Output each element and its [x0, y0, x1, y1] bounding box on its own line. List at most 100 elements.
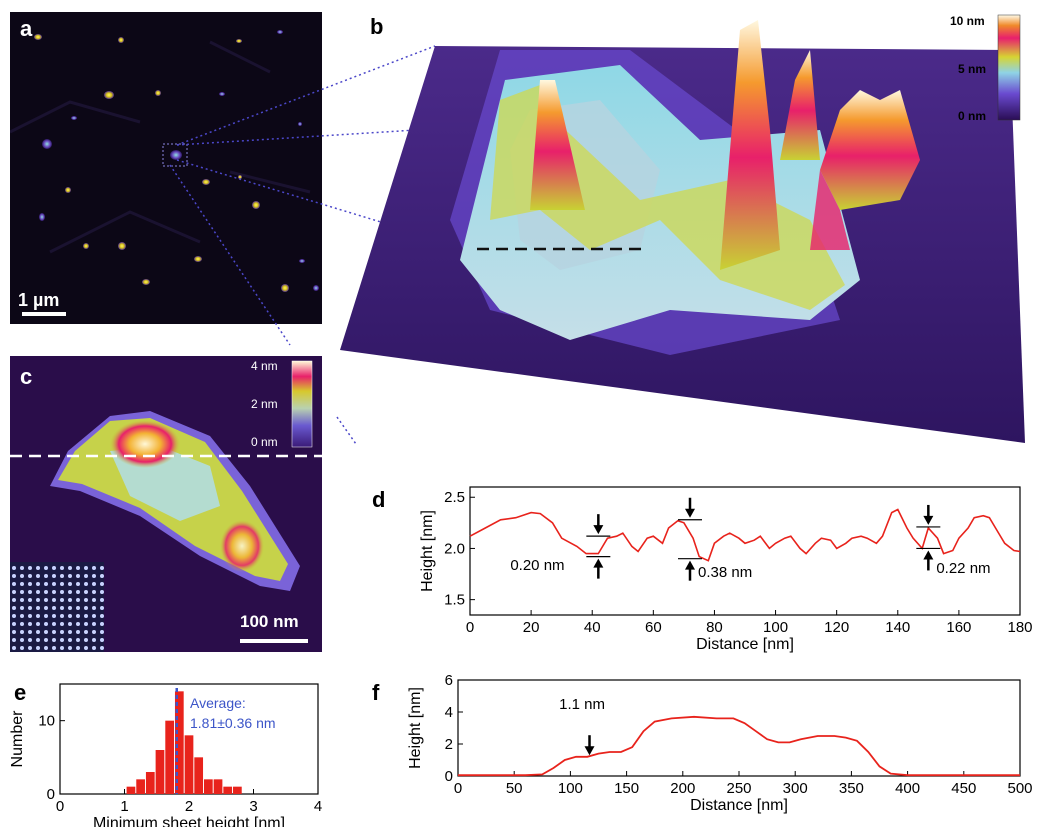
histogram-bar: [233, 786, 242, 794]
scale-bar: [373, 425, 481, 429]
colorbar-mid-label: 5 nm: [958, 62, 987, 76]
plot-frame: [469, 486, 1021, 616]
profile-series-line: [469, 508, 1021, 562]
x-tick-label: 100: [763, 619, 788, 636]
down-arrow-icon: [593, 514, 604, 535]
average-label: Average:: [190, 695, 246, 711]
y-tick-label: 2.0: [444, 540, 465, 557]
x-tick-label: 180: [1007, 619, 1032, 636]
y-tick-label: 2.5: [444, 489, 465, 506]
step-height-annotation: 0.22 nm: [936, 560, 990, 577]
x-tick-label: 100: [558, 780, 583, 797]
histogram-bar: [203, 779, 213, 794]
colorbar-max-label: 4 nm: [251, 359, 278, 373]
x-tick-label: 300: [783, 780, 808, 797]
colorbar-mid-label: 2 nm: [251, 397, 278, 411]
panel-a-label: a: [20, 16, 33, 41]
y-tick-label: 2: [445, 736, 453, 753]
x-tick-label: 60: [645, 619, 662, 636]
down-arrow-icon: [685, 497, 695, 518]
histogram-bar: [213, 779, 223, 794]
y-tick-label: 6: [445, 672, 453, 689]
average-value: 1.81±0.36 nm: [190, 715, 276, 731]
height-profile-chart-f: 0 50 100 150 200 250 300 350 400 450 500 0 2 4 6 Distan…: [407, 672, 1033, 814]
afm-flake-image: [10, 356, 322, 652]
y-tick-label: 0: [445, 768, 453, 785]
x-tick-label: 40: [584, 619, 601, 636]
x-tick-label: 80: [706, 619, 723, 636]
x-axis-label: Distance [nm]: [696, 636, 794, 653]
afm-overview-image: [9, 12, 322, 324]
y-tick-label: 0: [47, 786, 55, 803]
x-tick-label: 2: [185, 798, 193, 815]
histogram-bar: [223, 786, 233, 794]
x-tick-label: 50: [506, 780, 523, 797]
atomic-lattice-inset: [10, 562, 104, 652]
scale-bar: [240, 639, 308, 643]
scale-bar-label: 100 nm: [390, 403, 449, 422]
histogram-bar: [174, 691, 184, 794]
down-arrow-icon: [584, 735, 595, 756]
panel-e-label: e: [14, 680, 27, 705]
scale-bar-label: 100 nm: [240, 612, 299, 631]
scale-bar: [22, 312, 66, 316]
histogram-bar: [165, 720, 175, 794]
y-axis-label: Height [nm]: [407, 687, 424, 769]
y-axis-label: Height [nm]: [419, 510, 436, 592]
colorbar: [997, 14, 1021, 121]
height-profile-chart-d: 0 20 40 60 80 100 120 140 160 180 1.5 2.0 2.5 Distanc…: [419, 486, 1033, 653]
x-tick-label: 0: [56, 798, 64, 815]
x-tick-label: 3: [249, 798, 257, 815]
y-axis-label: Number: [9, 710, 26, 768]
x-tick-label: 250: [726, 780, 751, 797]
x-tick-label: 450: [951, 780, 976, 797]
zoom-box: [162, 143, 188, 167]
panel-b: b 100 nm 10 nm 5 nm 0 nm: [340, 10, 1040, 450]
x-tick-label: 500: [1007, 780, 1032, 797]
profile-series-line: [458, 715, 1020, 777]
histogram-bar: [145, 772, 155, 794]
histogram-bar: [136, 779, 145, 794]
plot-frame: [457, 679, 1021, 777]
panel-c: c 100 nm 4 nm 2 nm 0 nm: [10, 356, 322, 652]
x-axis-label: Minimum sheet height [nm]: [93, 815, 285, 827]
up-arrow-icon: [923, 550, 934, 571]
histogram-bar: [194, 757, 204, 794]
up-arrow-icon: [685, 560, 695, 581]
colorbar-max-label: 10 nm: [950, 14, 985, 28]
x-tick-label: 200: [670, 780, 695, 797]
histogram-bar: [155, 750, 165, 794]
x-tick-label: 120: [824, 619, 849, 636]
step-height-annotation: 0.38 nm: [698, 564, 752, 581]
flakes: [34, 30, 319, 292]
x-tick-label: 160: [946, 619, 971, 636]
down-arrow-icon: [923, 504, 934, 525]
panel-f-label: f: [372, 680, 380, 705]
x-tick-label: 0: [466, 619, 474, 636]
x-tick-label: 350: [839, 780, 864, 797]
colorbar-min-label: 0 nm: [251, 435, 278, 449]
afm-3d-image: [340, 14, 1025, 443]
x-tick-label: 150: [614, 780, 639, 797]
panel-b-label: b: [370, 14, 384, 39]
y-tick-label: 1.5: [444, 592, 465, 609]
step-height-annotation: 1.1 nm: [559, 696, 605, 713]
y-tick-label: 4: [445, 704, 453, 721]
histogram-bar: [184, 735, 194, 794]
panel-c-label: c: [20, 364, 33, 389]
colorbar: [291, 360, 313, 448]
x-tick-label: 140: [885, 619, 910, 636]
scale-bar-label: 1 µm: [18, 290, 60, 310]
histogram-bar: [126, 786, 136, 794]
x-tick-label: 4: [314, 798, 322, 815]
up-arrow-icon: [593, 558, 604, 579]
x-tick-label: 0: [454, 780, 462, 797]
panel-a: a 1 µm: [9, 12, 322, 324]
x-tick-label: 400: [895, 780, 920, 797]
step-height-annotation: 0.20 nm: [510, 557, 564, 574]
height-histogram-chart-e: 0 1 2 3 4 0 10 Minimum sheet height [nm] Number A…: [9, 683, 322, 827]
y-tick-label: 10: [38, 713, 55, 730]
panel-d-label: d: [372, 487, 386, 512]
x-tick-label: 20: [523, 619, 540, 636]
x-axis-label: Distance [nm]: [690, 797, 788, 814]
